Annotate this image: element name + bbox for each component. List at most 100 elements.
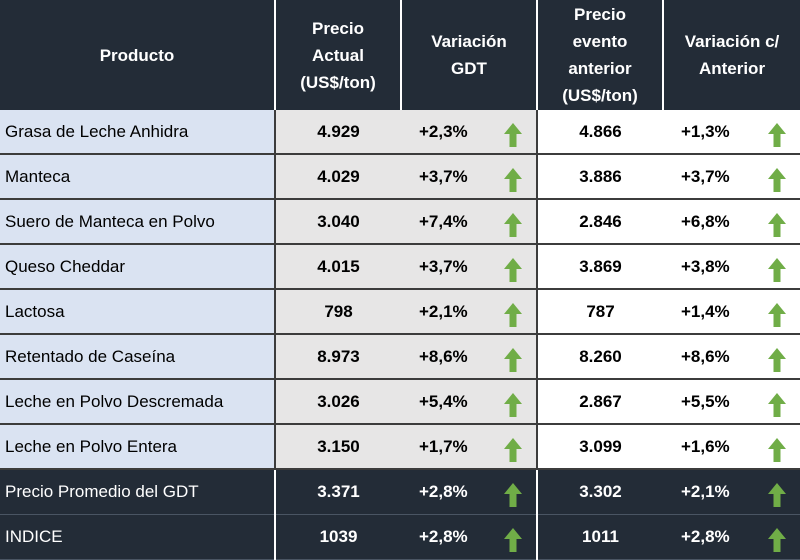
gdt-variation-cell: +7,4% xyxy=(401,199,538,245)
previous-variation: +5,5% xyxy=(681,391,730,411)
previous-variation-cell: +6,8% xyxy=(663,199,800,245)
gdt-variation: +1,7% xyxy=(419,436,468,456)
product-name: Suero de Manteca en Polvo xyxy=(0,199,276,245)
product-name: Retentado de Caseína xyxy=(0,334,276,380)
up-arrow-icon xyxy=(768,122,786,147)
previous-variation-cell: +3,8% xyxy=(663,244,800,290)
summary-row: Precio Promedio del GDT 3.371 +2,8% 3.302 +2… xyxy=(0,469,800,515)
previous-price: 8.260 xyxy=(537,334,663,380)
product-name: Queso Cheddar xyxy=(0,244,276,290)
up-arrow-icon xyxy=(504,167,522,192)
previous-variation-cell: +8,6% xyxy=(663,334,800,380)
gdt-variation: +3,7% xyxy=(419,256,468,276)
up-arrow-icon xyxy=(768,392,786,417)
table-row: Grasa de Leche Anhidra 4.929 +2,3% 4.866 +1,… xyxy=(0,110,800,155)
product-name: Leche en Polvo Descremada xyxy=(0,379,276,425)
gdt-variation: +7,4% xyxy=(419,211,468,231)
current-price: 4.929 xyxy=(275,110,401,155)
up-arrow-icon xyxy=(768,302,786,327)
current-price: 3.150 xyxy=(275,424,401,470)
gdt-variation: +3,7% xyxy=(419,166,468,186)
product-name: Precio Promedio del GDT xyxy=(0,469,276,515)
product-name: INDICE xyxy=(0,514,276,560)
product-name: Leche en Polvo Entera xyxy=(0,424,276,470)
gdt-variation: +2,8% xyxy=(419,527,468,546)
current-price: 3.040 xyxy=(275,199,401,245)
header-previous-price: Precio evento anterior (US$/ton) xyxy=(537,0,664,110)
product-name: Lactosa xyxy=(0,289,276,335)
previous-price: 3.886 xyxy=(537,154,663,200)
gdt-variation: +2,1% xyxy=(419,301,468,321)
previous-price: 3.099 xyxy=(537,424,663,470)
current-price: 3.026 xyxy=(275,379,401,425)
previous-variation-cell: +1,3% xyxy=(663,110,800,155)
previous-price: 787 xyxy=(537,289,663,335)
up-arrow-icon xyxy=(768,167,786,192)
table-row: Leche en Polvo Entera 3.150 +1,7% 3.099 +1,6… xyxy=(0,424,800,470)
previous-price: 3.869 xyxy=(537,244,663,290)
previous-variation-cell: +2,1% xyxy=(663,469,800,515)
previous-variation: +6,8% xyxy=(681,211,730,231)
table-row: Manteca 4.029 +3,7% 3.886 +3,7% xyxy=(0,154,800,200)
product-name: Grasa de Leche Anhidra xyxy=(0,110,276,155)
current-price: 4.015 xyxy=(275,244,401,290)
up-arrow-icon xyxy=(768,212,786,237)
header-row: Producto Precio Actual (US$/ton) Variaci… xyxy=(0,0,800,110)
previous-variation: +8,6% xyxy=(681,346,730,366)
previous-variation-cell: +3,7% xyxy=(663,154,800,200)
previous-variation: +1,4% xyxy=(681,301,730,321)
up-arrow-icon xyxy=(768,437,786,462)
previous-variation: +3,8% xyxy=(681,256,730,276)
current-price: 8.973 xyxy=(275,334,401,380)
table-row: Retentado de Caseína 8.973 +8,6% 8.260 +8,6% xyxy=(0,334,800,380)
previous-price: 3.302 xyxy=(537,469,663,515)
table-row: Queso Cheddar 4.015 +3,7% 3.869 +3,8% xyxy=(0,244,800,290)
previous-variation-cell: +1,4% xyxy=(663,289,800,335)
gdt-variation-cell: +3,7% xyxy=(401,154,538,200)
up-arrow-icon xyxy=(504,122,522,147)
gdt-variation-cell: +5,4% xyxy=(401,379,538,425)
header-current-price: Precio Actual (US$/ton) xyxy=(275,0,402,110)
header-previous-variation: Variación c/ Anterior xyxy=(663,0,800,110)
up-arrow-icon xyxy=(768,483,786,507)
up-arrow-icon xyxy=(768,528,786,552)
up-arrow-icon xyxy=(768,257,786,282)
current-price: 4.029 xyxy=(275,154,401,200)
up-arrow-icon xyxy=(504,212,522,237)
current-price: 798 xyxy=(275,289,401,335)
previous-price: 2.846 xyxy=(537,199,663,245)
previous-variation-cell: +5,5% xyxy=(663,379,800,425)
previous-variation: +1,3% xyxy=(681,121,730,141)
header-gdt-variation: Variación GDT xyxy=(401,0,538,110)
gdt-variation-cell: +3,7% xyxy=(401,244,538,290)
up-arrow-icon xyxy=(504,437,522,462)
up-arrow-icon xyxy=(768,347,786,372)
previous-price: 4.866 xyxy=(537,110,663,155)
gdt-variation-cell: +2,3% xyxy=(401,110,538,155)
product-name: Manteca xyxy=(0,154,276,200)
table-row: Suero de Manteca en Polvo 3.040 +7,4% 2.846… xyxy=(0,199,800,245)
header-product: Producto xyxy=(0,0,276,110)
up-arrow-icon xyxy=(504,302,522,327)
previous-price: 1011 xyxy=(537,514,663,560)
table-row: Leche en Polvo Descremada 3.026 +5,4% 2.867… xyxy=(0,379,800,425)
previous-variation-cell: +1,6% xyxy=(663,424,800,470)
gdt-variation: +2,8% xyxy=(419,482,468,501)
current-price: 3.371 xyxy=(275,469,401,515)
table-row: Lactosa 798 +2,1% 787 +1,4% xyxy=(0,289,800,335)
previous-variation: +2,1% xyxy=(681,482,730,501)
previous-price: 2.867 xyxy=(537,379,663,425)
gdt-variation-cell: +2,8% xyxy=(401,514,538,560)
gdt-variation-cell: +8,6% xyxy=(401,334,538,380)
up-arrow-icon xyxy=(504,257,522,282)
previous-variation-cell: +2,8% xyxy=(663,514,800,560)
up-arrow-icon xyxy=(504,347,522,372)
gdt-variation-cell: +1,7% xyxy=(401,424,538,470)
up-arrow-icon xyxy=(504,483,522,507)
gdt-variation: +8,6% xyxy=(419,346,468,366)
gdt-variation-cell: +2,8% xyxy=(401,469,538,515)
gdt-variation: +2,3% xyxy=(419,121,468,141)
up-arrow-icon xyxy=(504,392,522,417)
current-price: 1039 xyxy=(275,514,401,560)
